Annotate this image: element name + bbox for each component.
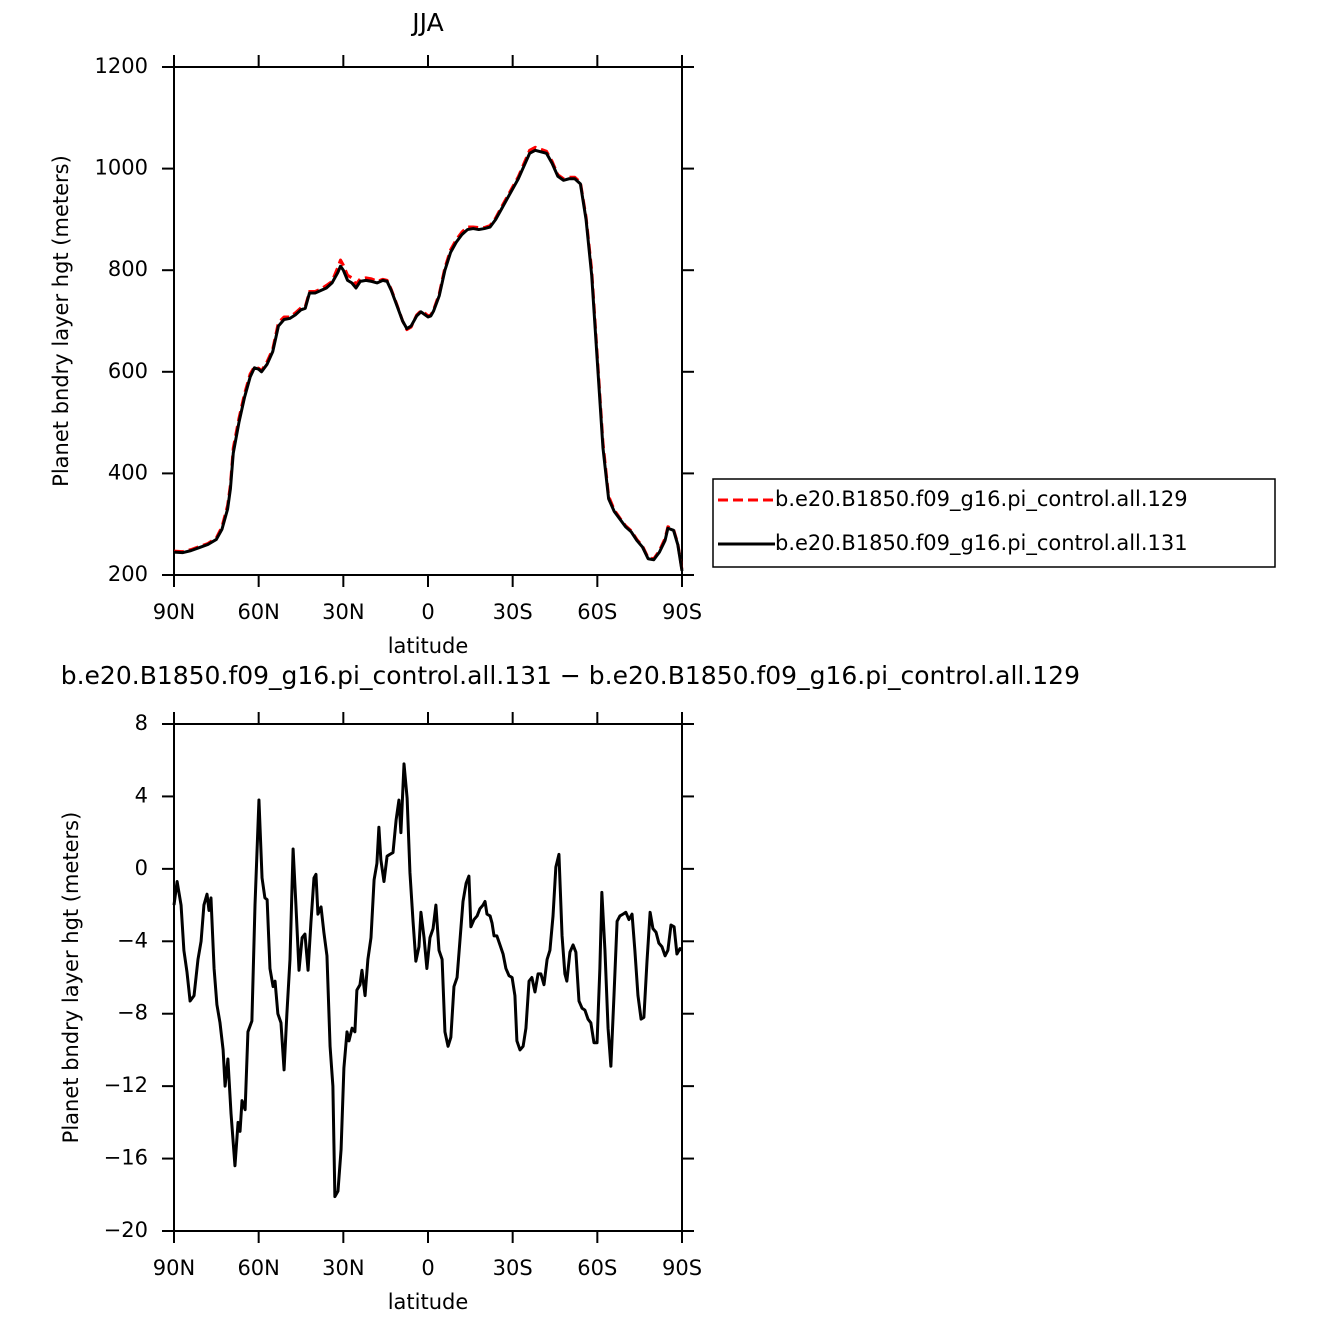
x-tick-label: 90S — [662, 1256, 702, 1280]
plot-frame — [173, 66, 683, 576]
x-tick-label: 90N — [153, 600, 195, 624]
y-tick-label: 200 — [108, 562, 148, 586]
x-tick-label: 90N — [153, 1256, 195, 1280]
x-tick-label: 60S — [577, 600, 617, 624]
x-tick-label: 30N — [322, 600, 364, 624]
plot-frame — [173, 723, 683, 1232]
y-tick-label: 800 — [108, 257, 148, 281]
x-tick-label: 60N — [237, 600, 279, 624]
chart-title: b.e20.B1850.f09_g16.pi_control.all.131 −… — [61, 661, 1080, 690]
chart-title: JJA — [410, 8, 443, 37]
x-tick-label: 60S — [577, 1256, 617, 1280]
y-tick-label: 1000 — [95, 156, 148, 180]
y-tick-label: 8 — [135, 711, 148, 735]
y-axis-label: Planet bndry layer hgt (meters) — [59, 812, 83, 1144]
data-line — [173, 145, 684, 571]
y-tick-label: 600 — [108, 359, 148, 383]
x-tick-label: 60N — [237, 1256, 279, 1280]
x-tick-label: 30S — [493, 600, 533, 624]
x-axis-label: latitude — [388, 1290, 469, 1314]
y-axis-label: Planet bndry layer hgt (meters) — [49, 155, 73, 487]
data-line — [172, 762, 684, 1199]
x-tick-label: 90S — [662, 600, 702, 624]
legend-label: b.e20.B1850.f09_g16.pi_control.all.129 — [775, 487, 1188, 512]
y-tick-label: −12 — [104, 1073, 148, 1097]
data-line — [173, 148, 684, 572]
y-tick-label: −4 — [117, 928, 148, 952]
legend-box — [712, 478, 1276, 568]
y-tick-label: 400 — [108, 460, 148, 484]
x-tick-label: 0 — [421, 1256, 434, 1280]
x-axis-label: latitude — [388, 634, 469, 658]
y-tick-label: 1200 — [95, 54, 148, 78]
y-tick-label: −8 — [117, 1001, 148, 1025]
y-tick-label: −16 — [104, 1146, 148, 1170]
y-tick-label: −20 — [104, 1218, 148, 1242]
x-tick-label: 0 — [421, 600, 434, 624]
legend-label: b.e20.B1850.f09_g16.pi_control.all.131 — [775, 531, 1188, 556]
x-tick-label: 30S — [493, 1256, 533, 1280]
y-tick-label: 4 — [135, 783, 148, 807]
y-tick-label: 0 — [135, 856, 148, 880]
x-tick-label: 30N — [322, 1256, 364, 1280]
